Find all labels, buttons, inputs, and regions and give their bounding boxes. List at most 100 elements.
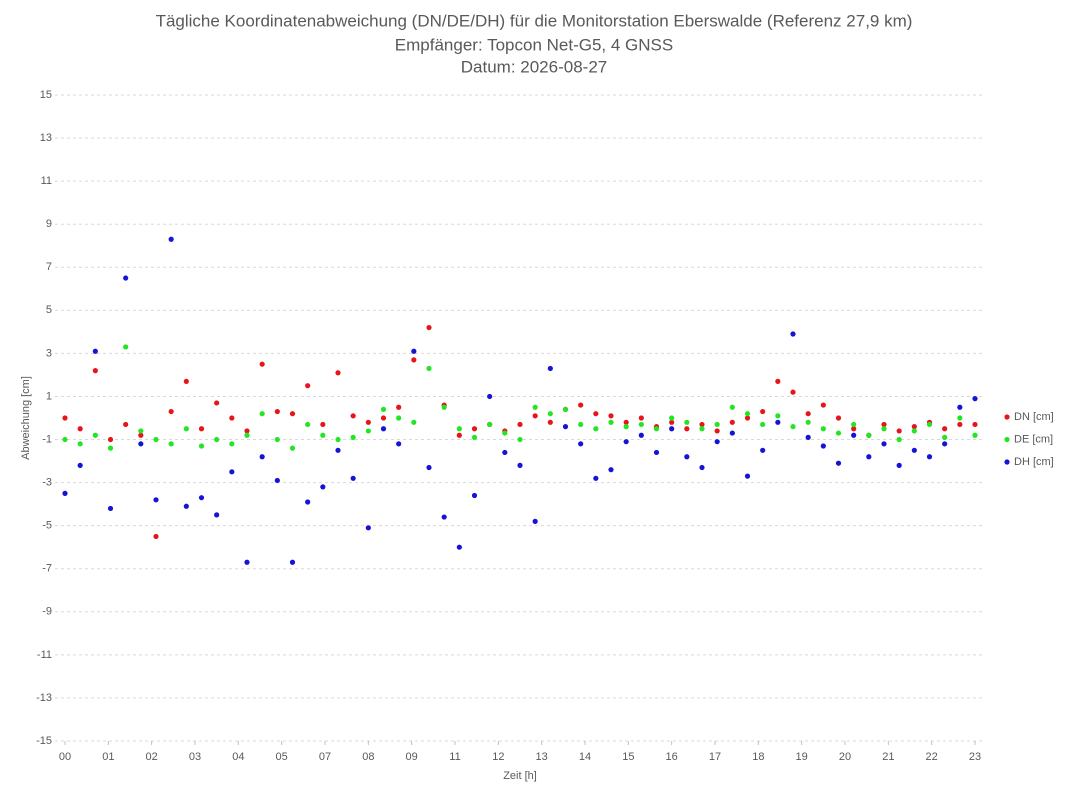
- data-point: [229, 469, 235, 475]
- data-point: [532, 413, 538, 419]
- data-point: [942, 434, 948, 440]
- data-point: [775, 378, 781, 384]
- data-point: [896, 428, 902, 434]
- data-point: [350, 434, 356, 440]
- data-point: [714, 428, 720, 434]
- data-point: [578, 421, 584, 428]
- data-point: [365, 428, 371, 434]
- data-point: [471, 492, 478, 499]
- data-point: [517, 462, 523, 468]
- data-point: [456, 432, 462, 438]
- data-point: [926, 421, 933, 428]
- data-point: [441, 514, 447, 520]
- data-point: [456, 426, 462, 432]
- x-tick-label: 07: [319, 751, 331, 763]
- legend-marker: [1004, 459, 1010, 465]
- data-point: [380, 406, 387, 412]
- data-point: [259, 454, 265, 460]
- x-tick-label: 16: [666, 751, 678, 763]
- data-point: [638, 432, 644, 438]
- data-point: [456, 544, 462, 550]
- data-point: [92, 348, 98, 354]
- data-point: [957, 404, 963, 410]
- data-point: [866, 454, 872, 460]
- x-tick-label: 14: [579, 751, 591, 763]
- y-tick-label: 15: [40, 89, 52, 101]
- data-point: [229, 415, 235, 421]
- x-tick-label: 04: [232, 751, 244, 763]
- y-tick-label: -3: [42, 477, 52, 489]
- data-point: [744, 473, 751, 479]
- data-point: [138, 428, 144, 434]
- data-point: [562, 424, 569, 430]
- y-tick-label: 5: [46, 304, 52, 316]
- data-point: [198, 426, 205, 432]
- y-tick-label: -7: [42, 563, 52, 575]
- data-point: [244, 559, 250, 565]
- data-point: [214, 512, 220, 518]
- data-point: [775, 413, 781, 419]
- data-point: [835, 430, 842, 436]
- data-point: [699, 421, 705, 428]
- data-point: [729, 419, 735, 425]
- x-tick-label: 08: [362, 751, 374, 763]
- y-tick-label: 9: [46, 218, 52, 230]
- y-tick-label: -13: [36, 692, 52, 704]
- data-point: [638, 415, 644, 421]
- y-tick-label: 3: [46, 347, 52, 359]
- data-point: [153, 436, 159, 443]
- data-point: [608, 467, 614, 473]
- legend-marker: [1004, 414, 1010, 420]
- data-point: [820, 443, 826, 449]
- data-point: [502, 449, 508, 456]
- data-point: [77, 426, 83, 432]
- y-tick-label: -11: [37, 649, 52, 661]
- data-point: [820, 402, 826, 408]
- data-point: [107, 445, 114, 451]
- data-point: [729, 404, 735, 410]
- y-tick-label: -5: [42, 520, 52, 532]
- chart-title: Tägliche Koordinatenabweichung (DN/DE/DH…: [156, 11, 913, 30]
- data-point: [578, 402, 584, 408]
- legend-marker: [1004, 436, 1010, 443]
- data-point: [699, 426, 705, 432]
- data-point: [138, 441, 144, 447]
- data-point: [684, 426, 690, 432]
- data-point: [396, 441, 402, 447]
- data-point: [851, 432, 857, 438]
- data-point: [653, 449, 660, 456]
- data-point: [214, 436, 220, 443]
- data-point: [168, 441, 174, 447]
- data-point: [320, 484, 326, 490]
- data-point: [744, 411, 751, 417]
- y-axis-label: Abweichung [cm]: [20, 376, 32, 460]
- data-point: [396, 415, 402, 421]
- data-point: [608, 419, 614, 425]
- data-point: [305, 421, 311, 428]
- data-point: [441, 404, 447, 410]
- data-point: [866, 432, 872, 438]
- data-point: [198, 495, 205, 501]
- x-tick-label: 12: [492, 751, 504, 763]
- data-point: [471, 426, 478, 432]
- data-point: [638, 421, 644, 428]
- data-point: [699, 464, 705, 471]
- x-tick-label: 02: [146, 751, 158, 763]
- data-point: [608, 413, 614, 419]
- data-point: [957, 415, 963, 421]
- data-point: [350, 413, 356, 419]
- data-point: [911, 428, 917, 434]
- data-point: [471, 434, 478, 440]
- data-point: [547, 419, 553, 425]
- data-point: [623, 424, 629, 430]
- data-point: [380, 415, 387, 421]
- data-point: [183, 503, 189, 509]
- x-tick-label: 17: [709, 751, 721, 763]
- data-point: [805, 434, 811, 440]
- x-tick-label: 00: [59, 751, 71, 763]
- data-point: [426, 324, 432, 331]
- data-point: [411, 357, 417, 363]
- x-tick-label: 23: [969, 751, 981, 763]
- data-point: [123, 344, 129, 350]
